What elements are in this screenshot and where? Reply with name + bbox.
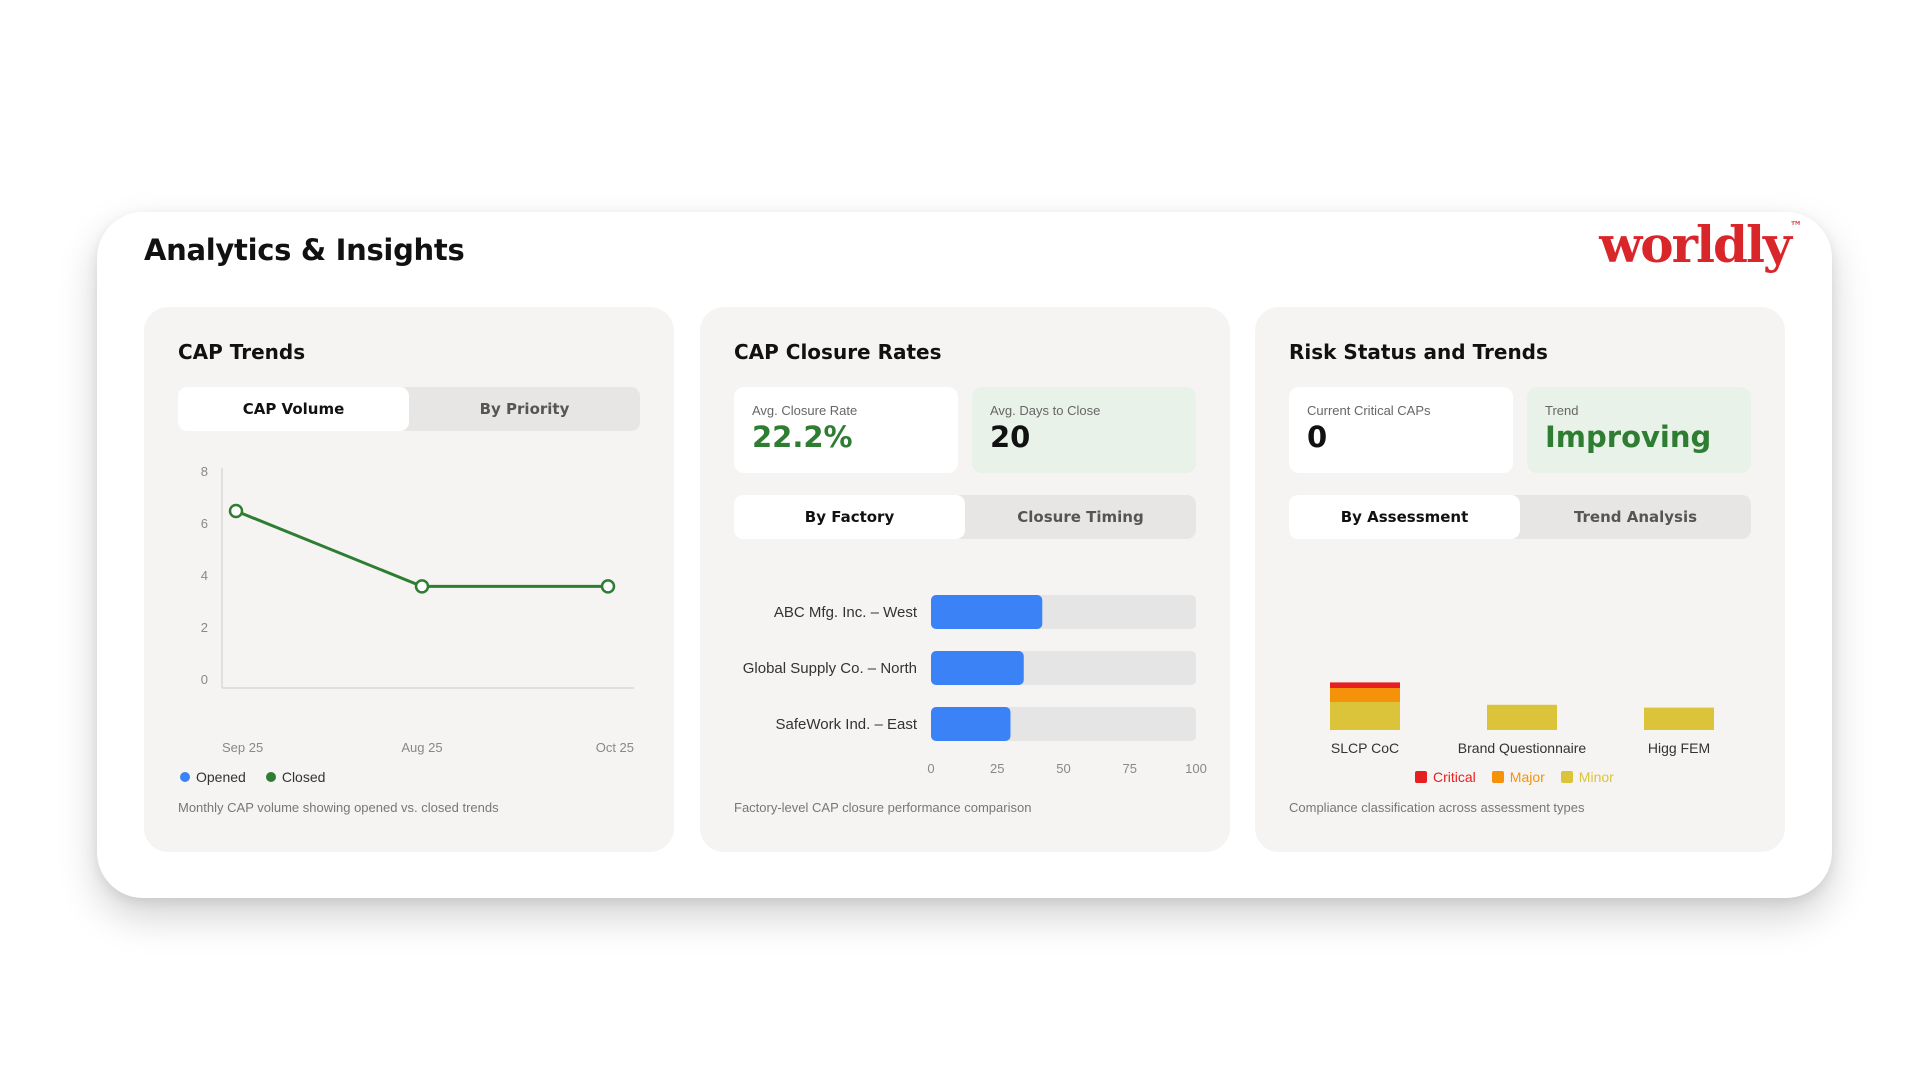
series-line-closed — [235, 509, 608, 588]
avg-closure-rate-stat: Avg. Closure Rate 22.2% — [734, 387, 958, 473]
minor-square-icon — [1560, 771, 1573, 783]
bar-category-label: SLCP CoC — [1331, 740, 1399, 756]
major-square-icon — [1491, 771, 1504, 783]
legend-item-minor: Minor — [1560, 769, 1614, 785]
stat-value: 20 — [990, 420, 1031, 454]
stat-label: Current Critical CAPs — [1307, 403, 1431, 418]
y-tick-label: 0 — [201, 672, 208, 687]
stat-value: 0 — [1307, 420, 1328, 454]
bar-category-label: SafeWork Ind. – East — [776, 716, 918, 733]
x-tick-label: 100 — [1185, 761, 1207, 776]
cap-trends-legend: Opened Closed — [180, 769, 325, 785]
y-tick-label: 6 — [201, 516, 208, 531]
legend-label-closed: Closed — [281, 769, 326, 785]
stack-segment-minor — [1644, 707, 1714, 730]
stat-label: Trend — [1545, 403, 1579, 418]
stat-label: Avg. Days to Close — [990, 403, 1101, 418]
closure-bar-chart: ABC Mfg. Inc. – West Global Supply Co. – … — [743, 595, 1207, 776]
page-title: Analytics & Insights — [144, 233, 465, 267]
x-tick-label: 75 — [1123, 761, 1137, 776]
critical-square-icon — [1415, 771, 1427, 783]
cap-closure-tabs: By Factory Closure Timing — [734, 495, 1196, 539]
worldly-logo: worldly™ — [1599, 220, 1802, 270]
risk-status-title: Risk Status and Trends — [1289, 340, 1548, 364]
stack-segment-critical — [1330, 682, 1400, 688]
bar-category-label: Brand Questionnaire — [1458, 740, 1587, 756]
legend-label-critical: Critical — [1433, 769, 1476, 785]
legend-label-major: Major — [1509, 769, 1545, 785]
closed-dot-icon — [265, 772, 276, 782]
x-tick-label: 25 — [990, 761, 1004, 776]
legend-label-opened: Opened — [196, 769, 246, 785]
legend-item-opened: Opened — [180, 769, 246, 785]
x-tick-label: Oct 25 — [596, 740, 634, 755]
tab-by-factory[interactable]: By Factory — [734, 495, 965, 539]
risk-status-tabs: By Assessment Trend Analysis — [1289, 495, 1751, 539]
bar — [931, 651, 1024, 685]
cap-closure-title: CAP Closure Rates — [734, 340, 942, 364]
current-critical-caps-stat: Current Critical CAPs 0 — [1289, 387, 1513, 473]
cap-trends-title: CAP Trends — [178, 340, 306, 364]
tab-by-assessment[interactable]: By Assessment — [1289, 495, 1520, 539]
risk-status-caption: Compliance classification across assessm… — [1289, 800, 1585, 815]
x-tick-label: 50 — [1056, 761, 1070, 776]
tab-cap-volume[interactable]: CAP Volume — [178, 387, 409, 431]
bar — [931, 595, 1043, 629]
risk-legend: Critical Major Minor — [1415, 769, 1614, 785]
stat-label: Avg. Closure Rate — [752, 403, 858, 418]
cap-trends-tabs: CAP Volume By Priority — [178, 387, 640, 431]
bar — [931, 707, 1011, 741]
cap-trends-caption: Monthly CAP volume showing opened vs. cl… — [178, 800, 499, 815]
bar-category-label: ABC Mfg. Inc. – West — [774, 604, 918, 621]
trend-stat: Trend Improving — [1527, 387, 1751, 473]
x-tick-label: Sep 25 — [222, 740, 263, 755]
stat-value: 22.2% — [752, 420, 853, 454]
cap-volume-line-chart: 0 2 4 6 8 Sep 25 Aug 25 Oct 25 — [201, 464, 634, 755]
risk-status-card: Risk Status and Trends Current Critical … — [1255, 307, 1785, 852]
cap-trends-card: CAP Trends CAP Volume By Priority 0 2 4 6 8 S… — [144, 307, 674, 852]
tab-closure-timing[interactable]: Closure Timing — [1017, 508, 1144, 526]
opened-dot-icon — [180, 772, 190, 782]
bar-category-label: Higg FEM — [1648, 740, 1710, 756]
legend-item-major: Major — [1491, 769, 1545, 785]
data-point — [228, 503, 244, 519]
tab-trend-analysis[interactable]: Trend Analysis — [1573, 508, 1698, 526]
stat-value: Improving — [1545, 420, 1712, 454]
y-tick-label: 4 — [201, 568, 208, 583]
stack-segment-minor — [1330, 702, 1400, 730]
dashboard-frame: Analytics & Insights worldly™ CAP Trends… — [97, 212, 1832, 898]
y-tick-label: 2 — [201, 620, 208, 635]
stack-segment-minor — [1487, 704, 1557, 730]
x-tick-label: 0 — [927, 761, 934, 776]
data-point — [414, 579, 430, 594]
bar-category-label: Global Supply Co. – North — [743, 660, 917, 677]
logo-text: worldly — [1599, 215, 1792, 274]
legend-item-critical: Critical — [1415, 769, 1476, 785]
legend-label-minor: Minor — [1578, 769, 1614, 785]
assessment-stacked-bar-chart: SLCP CoC Brand Questionnaire Higg FEM — [1330, 682, 1714, 756]
avg-days-to-close-stat: Avg. Days to Close 20 — [972, 387, 1196, 473]
data-point — [600, 579, 616, 594]
cap-closure-card: CAP Closure Rates Avg. Closure Rate 22.2… — [700, 307, 1230, 852]
y-tick-label: 8 — [201, 464, 208, 479]
x-tick-label: Aug 25 — [401, 740, 442, 755]
cap-closure-caption: Factory-level CAP closure performance co… — [734, 800, 1032, 815]
tab-by-priority[interactable]: By Priority — [479, 400, 570, 418]
legend-item-closed: Closed — [265, 769, 326, 785]
logo-trademark: ™ — [1790, 219, 1802, 233]
stack-segment-major — [1330, 688, 1400, 702]
